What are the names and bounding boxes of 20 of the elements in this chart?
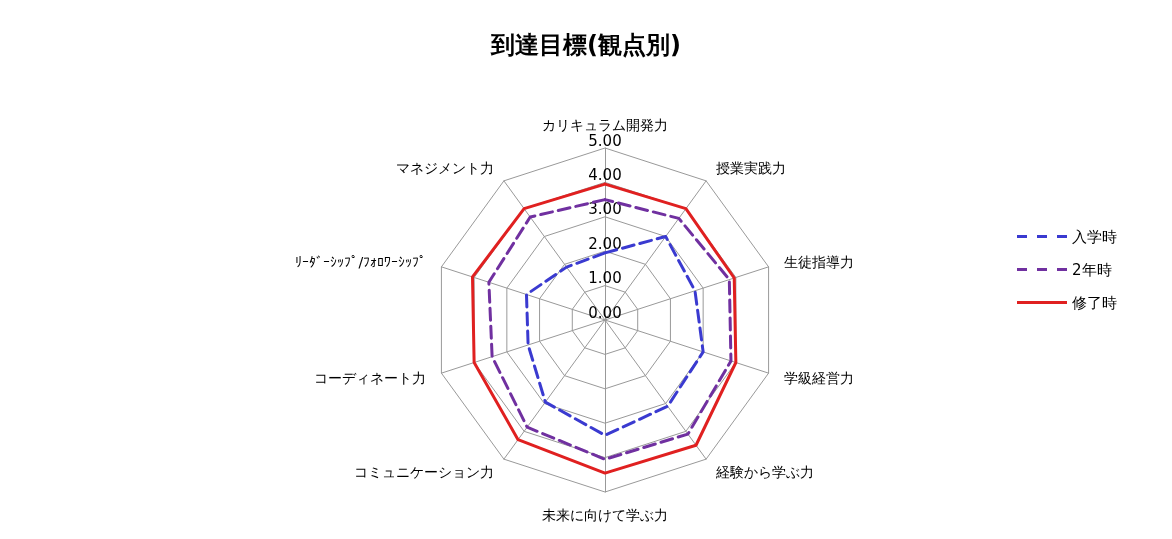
spoke-label: カリキュラム開発力 [542, 117, 668, 133]
y-tick-label: 1.00 [588, 269, 622, 288]
chart-title: 到達目標(観点別) [490, 31, 681, 59]
spoke-label: マネジメント力 [396, 159, 495, 176]
legend-label: 修了時 [1072, 293, 1117, 312]
y-tick-label: 4.00 [588, 165, 622, 184]
spoke-label: 経験から学ぶ力 [714, 464, 814, 481]
y-tick-label: 5.00 [588, 131, 622, 150]
spoke-label: 生徒指導力 [783, 253, 854, 270]
y-tick-label: 3.00 [588, 200, 622, 219]
y-tick-label: 0.00 [588, 303, 622, 322]
spoke-label: コミュニケーション力 [354, 464, 495, 481]
spoke-label: コーディネート力 [314, 370, 427, 387]
spoke-label: 未来に向けて学ぶ力 [542, 507, 668, 523]
spoke-label: 学級経営力 [783, 370, 854, 387]
spoke-label: 授業実践力 [715, 159, 786, 176]
spoke-label: ﾘｰﾀﾞｰｼｯﾌﾟ/ﾌｫﾛﾜｰｼｯﾌﾟ [295, 253, 427, 270]
legend-label: 入学時 [1072, 227, 1117, 246]
legend-label: 2年時 [1072, 260, 1112, 279]
y-tick-label: 2.00 [588, 234, 622, 253]
